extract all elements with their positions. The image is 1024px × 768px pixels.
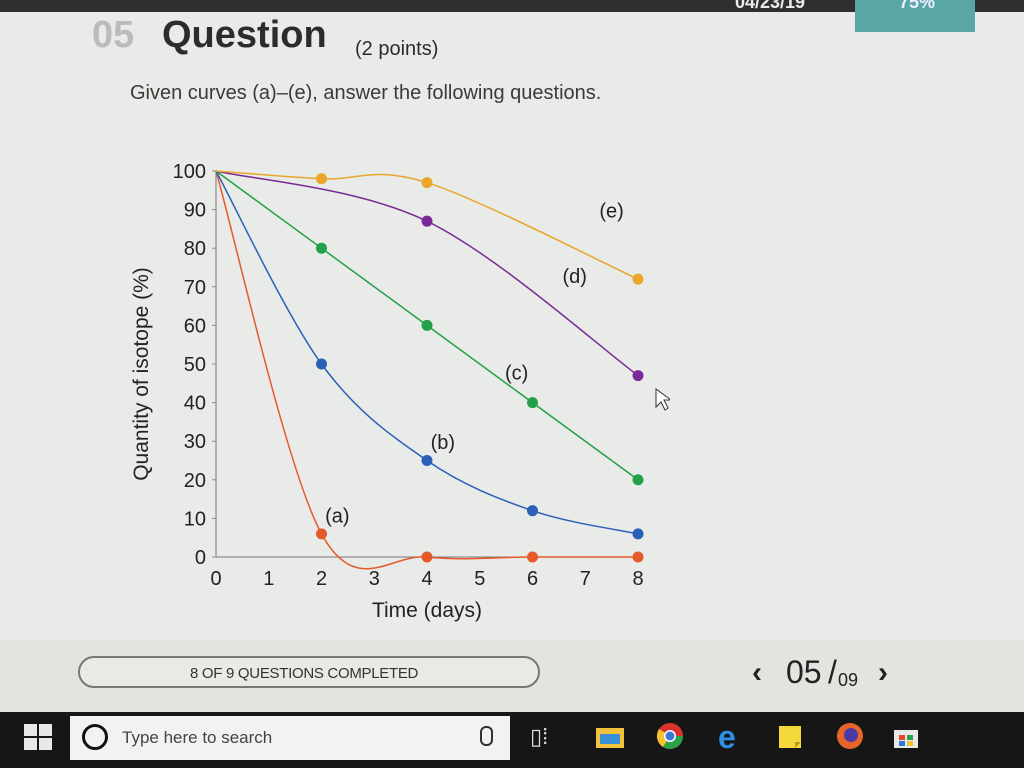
data-point [421, 455, 433, 466]
x-tick-label: 1 [263, 568, 274, 590]
series-label: (c) [505, 362, 528, 384]
series-line [215, 170, 638, 570]
data-point [421, 177, 433, 189]
question-title: Question [162, 14, 327, 56]
data-point [527, 551, 538, 563]
progress-bar: 8 OF 9 QUESTIONS COMPLETED [78, 656, 540, 688]
total-pages: 09 [838, 670, 859, 690]
question-instruction: Given curves (a)–(e), answer the followi… [130, 82, 602, 104]
y-tick-label: 60 [184, 315, 206, 337]
chrome-icon[interactable] [652, 720, 688, 752]
page-separator: / [828, 654, 837, 690]
date-text: 04/23/19 [735, 0, 806, 12]
series-label: (b) [431, 432, 455, 454]
next-question-button[interactable]: › [878, 656, 888, 689]
svg-text:e: e [718, 720, 736, 752]
data-point [527, 505, 538, 517]
y-tick-label: 10 [184, 508, 206, 530]
series-label: (d) [562, 266, 586, 288]
data-point [632, 551, 644, 563]
x-tick-label: 3 [369, 568, 380, 590]
data-point [632, 273, 644, 285]
data-point [527, 397, 538, 409]
y-tick-label: 30 [184, 431, 206, 453]
search-placeholder: Type here to search [122, 728, 273, 747]
y-axis-label: Quantity of isotope (%) [130, 267, 153, 481]
cortana-circle-icon [82, 724, 108, 750]
microphone-icon[interactable] [480, 726, 493, 746]
data-point [421, 319, 433, 331]
score-badge: 75% [855, 0, 975, 32]
data-point [421, 215, 433, 227]
top-strip: 04/23/19 75% [0, 0, 1024, 32]
data-point [632, 474, 644, 486]
edge-icon[interactable]: e [712, 720, 748, 752]
x-tick-label: 6 [527, 568, 538, 590]
y-tick-label: 40 [184, 393, 206, 415]
data-point [316, 173, 327, 185]
progress-label: 8 OF 9 QUESTIONS COMPLETED [190, 665, 419, 682]
task-view-icon[interactable]: ▯⁞ [530, 724, 549, 749]
x-axis-label: Time (days) [372, 599, 482, 622]
isotope-chart: 0 10 20 30 40 50 60 70 80 90 100 0 1 2 3 4 5 6 7 8 Time (day… [130, 161, 670, 622]
data-point [632, 370, 644, 382]
x-tick-label: 2 [316, 568, 327, 590]
series-label: (e) [599, 200, 623, 222]
y-tick-label: 100 [173, 161, 206, 183]
mouse-cursor-icon [655, 388, 670, 411]
file-explorer-icon[interactable] [592, 720, 628, 752]
x-tick-label: 4 [421, 568, 432, 590]
y-tick-label: 0 [195, 547, 206, 569]
x-tick-label: 5 [474, 568, 485, 590]
x-tick-label: 8 [632, 568, 643, 590]
windows-start-icon[interactable] [24, 724, 56, 754]
y-tick-label: 20 [184, 470, 206, 492]
current-page: 05 [786, 654, 822, 690]
store-icon[interactable] [888, 720, 924, 752]
sticky-notes-icon[interactable] [772, 720, 808, 752]
series-line [215, 170, 639, 280]
score-text: 75% [899, 0, 936, 12]
y-tick-label: 50 [184, 354, 206, 376]
y-tick-label: 90 [184, 200, 206, 222]
x-tick-label: 0 [210, 568, 221, 590]
taskbar-search-input[interactable]: Type here to search [70, 716, 510, 760]
question-points: (2 points) [355, 38, 439, 60]
prev-question-button[interactable]: ‹ [752, 656, 762, 689]
data-point [421, 551, 433, 563]
y-tick-label: 80 [184, 238, 206, 260]
series-line [215, 170, 639, 535]
series-label: (a) [325, 505, 349, 527]
question-number: 05 [92, 14, 135, 56]
x-tick-label: 7 [580, 568, 591, 590]
y-tick-label: 70 [184, 277, 206, 299]
data-point [632, 528, 644, 540]
data-point [316, 528, 327, 540]
firefox-icon[interactable] [832, 720, 868, 752]
data-point [316, 242, 327, 254]
data-point [316, 358, 327, 370]
